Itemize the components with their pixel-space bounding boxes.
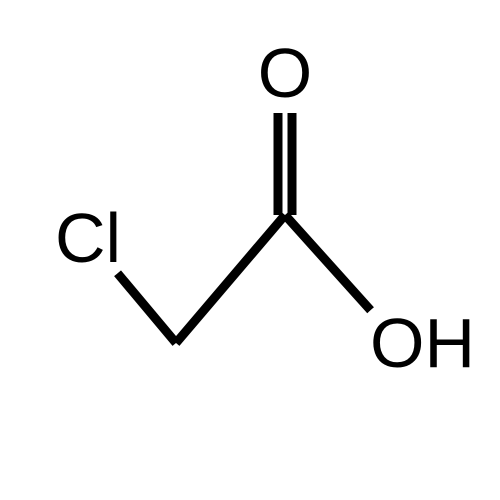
atom-label-O1: O bbox=[258, 34, 312, 112]
bond-Cl-C1 bbox=[118, 273, 176, 343]
bond-C1-C2 bbox=[176, 215, 285, 343]
atom-label-Cl: Cl bbox=[55, 199, 121, 277]
molecule-diagram: Cl O OH bbox=[0, 0, 500, 500]
bond-C2-O2 bbox=[285, 215, 371, 310]
atom-label-O2: OH bbox=[370, 304, 475, 382]
